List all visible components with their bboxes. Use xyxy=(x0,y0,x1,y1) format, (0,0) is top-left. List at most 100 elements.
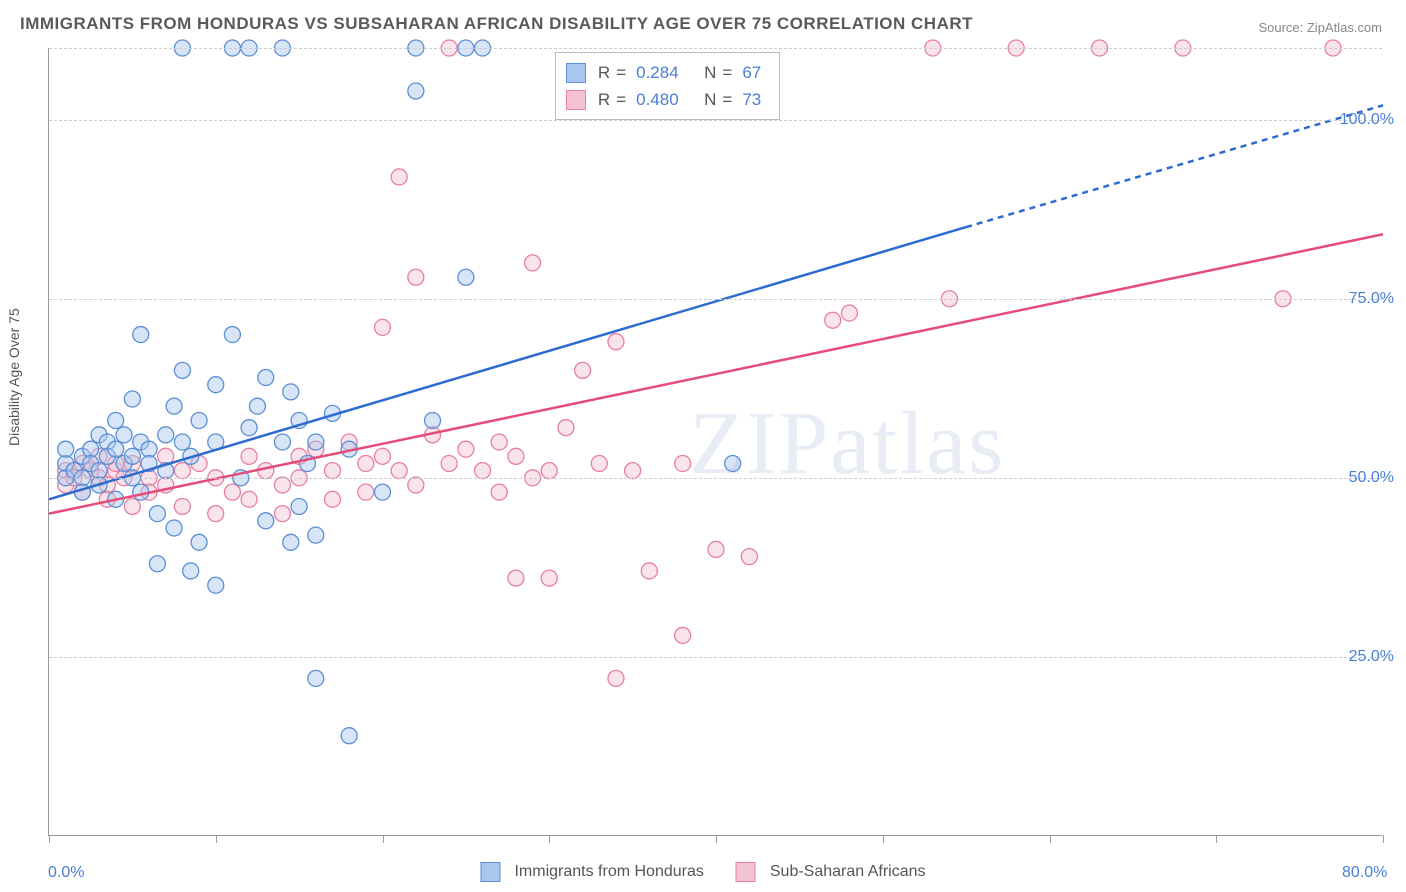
data-point xyxy=(425,413,441,429)
x-tick xyxy=(1383,835,1384,843)
chart-title: IMMIGRANTS FROM HONDURAS VS SUBSAHARAN A… xyxy=(20,14,973,34)
data-point xyxy=(675,455,691,471)
x-tick-label: 0.0% xyxy=(48,864,84,882)
data-point xyxy=(258,513,274,529)
data-point xyxy=(408,477,424,493)
data-point xyxy=(741,549,757,565)
swatch-series-a xyxy=(480,862,500,882)
data-point xyxy=(458,441,474,457)
data-point xyxy=(191,534,207,550)
data-point xyxy=(608,334,624,350)
n-value-a: 67 xyxy=(742,59,761,86)
data-point xyxy=(458,269,474,285)
r-label: R xyxy=(598,86,610,113)
correlation-legend: R = 0.284 N = 67 R = 0.480 N = 73 xyxy=(555,52,780,120)
data-point xyxy=(358,484,374,500)
data-point xyxy=(158,427,174,443)
data-point xyxy=(124,391,140,407)
equals-sign: = xyxy=(722,86,732,113)
data-point xyxy=(308,670,324,686)
data-point xyxy=(166,520,182,536)
data-point xyxy=(141,441,157,457)
gridline xyxy=(49,478,1382,479)
data-point xyxy=(174,362,190,378)
x-tick xyxy=(49,835,50,843)
data-point xyxy=(133,327,149,343)
data-point xyxy=(541,570,557,586)
data-point xyxy=(149,556,165,572)
data-point xyxy=(208,377,224,393)
scatter-plot-svg xyxy=(49,48,1382,835)
data-point xyxy=(675,627,691,643)
r-label: R xyxy=(598,59,610,86)
data-point xyxy=(258,370,274,386)
x-tick xyxy=(883,835,884,843)
data-point xyxy=(641,563,657,579)
n-label: N xyxy=(704,86,716,113)
data-point xyxy=(224,327,240,343)
x-tick xyxy=(1050,835,1051,843)
equals-sign: = xyxy=(616,86,626,113)
data-point xyxy=(274,506,290,522)
series-a-label: Immigrants from Honduras xyxy=(514,863,703,881)
data-point xyxy=(308,434,324,450)
data-point xyxy=(308,527,324,543)
data-point xyxy=(358,455,374,471)
data-point xyxy=(208,506,224,522)
data-point xyxy=(841,305,857,321)
data-point xyxy=(274,434,290,450)
data-point xyxy=(408,269,424,285)
data-point xyxy=(283,534,299,550)
equals-sign: = xyxy=(722,59,732,86)
data-point xyxy=(508,448,524,464)
data-point xyxy=(274,477,290,493)
data-point xyxy=(183,563,199,579)
data-point xyxy=(541,463,557,479)
y-tick-label: 100.0% xyxy=(1340,111,1394,129)
data-point xyxy=(149,506,165,522)
data-point xyxy=(91,463,107,479)
data-point xyxy=(608,670,624,686)
swatch-series-b xyxy=(736,862,756,882)
x-tick-label: 80.0% xyxy=(1342,864,1387,882)
data-point xyxy=(491,434,507,450)
data-point xyxy=(525,255,541,271)
data-point xyxy=(241,420,257,436)
legend-row-series-b: R = 0.480 N = 73 xyxy=(566,86,765,113)
gridline xyxy=(49,48,1382,49)
y-tick-label: 50.0% xyxy=(1349,469,1394,487)
x-tick xyxy=(716,835,717,843)
data-point xyxy=(375,319,391,335)
data-point xyxy=(224,484,240,500)
data-point xyxy=(375,448,391,464)
data-point xyxy=(575,362,591,378)
data-point xyxy=(341,728,357,744)
x-tick xyxy=(216,835,217,843)
x-tick xyxy=(383,835,384,843)
data-point xyxy=(108,413,124,429)
n-label: N xyxy=(704,59,716,86)
data-point xyxy=(558,420,574,436)
data-point xyxy=(291,498,307,514)
data-point xyxy=(324,463,340,479)
trend-line xyxy=(49,234,1383,513)
data-point xyxy=(124,448,140,464)
data-point xyxy=(708,541,724,557)
data-point xyxy=(475,463,491,479)
legend-item-a: Immigrants from Honduras xyxy=(480,862,703,882)
data-point xyxy=(241,491,257,507)
legend-item-b: Sub-Saharan Africans xyxy=(736,862,926,882)
data-point xyxy=(116,427,132,443)
data-point xyxy=(491,484,507,500)
source-attribution: Source: ZipAtlas.com xyxy=(1258,20,1382,35)
data-point xyxy=(324,491,340,507)
data-point xyxy=(174,498,190,514)
equals-sign: = xyxy=(616,59,626,86)
data-point xyxy=(591,455,607,471)
swatch-series-b xyxy=(566,90,586,110)
data-point xyxy=(124,498,140,514)
r-value-a: 0.284 xyxy=(636,59,679,86)
data-point xyxy=(191,413,207,429)
data-point xyxy=(83,441,99,457)
x-tick xyxy=(1216,835,1217,843)
